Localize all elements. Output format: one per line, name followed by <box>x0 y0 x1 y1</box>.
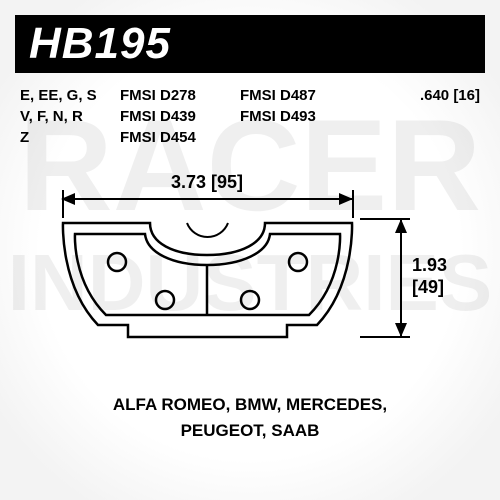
vehicles-line: ALFA ROMEO, BMW, MERCEDES, <box>0 392 500 418</box>
height-dimension-arrow <box>400 220 402 336</box>
fmsi-code: FMSI D487 <box>240 85 360 106</box>
height-inches: 1.93 <box>412 255 447 275</box>
arrow-left-icon <box>61 193 75 205</box>
height-dimension-label: 1.93 [49] <box>412 255 492 298</box>
brake-pad-diagram <box>55 215 360 345</box>
part-header: HB195 <box>15 15 485 73</box>
codes-line: V, F, N, R <box>20 106 120 127</box>
fmsi-code: FMSI D278 <box>120 85 240 106</box>
arrow-up-icon <box>395 219 407 233</box>
width-dimension-arrow <box>62 198 352 200</box>
fmsi-code: FMSI D439 <box>120 106 240 127</box>
codes-line: Z <box>20 127 120 148</box>
compound-codes: E, EE, G, S V, F, N, R Z <box>20 85 120 148</box>
fmsi-code: FMSI D493 <box>240 106 360 127</box>
fmsi-code: FMSI D454 <box>120 127 240 148</box>
arrow-down-icon <box>395 323 407 337</box>
part-number: HB195 <box>15 19 171 69</box>
thickness-value: .640 [16] <box>360 85 480 106</box>
fmsi-column-2: FMSI D487 FMSI D493 <box>240 85 360 148</box>
arrow-right-icon <box>339 193 353 205</box>
codes-line: E, EE, G, S <box>20 85 120 106</box>
height-mm: [49] <box>412 277 444 297</box>
fmsi-column-1: FMSI D278 FMSI D439 FMSI D454 <box>120 85 240 148</box>
vehicles-line: PEUGEOT, SAAB <box>0 418 500 444</box>
spec-block: E, EE, G, S V, F, N, R Z FMSI D278 FMSI … <box>20 85 480 148</box>
thickness-spec: .640 [16] <box>360 85 480 148</box>
vehicle-applications: ALFA ROMEO, BMW, MERCEDES, PEUGEOT, SAAB <box>0 392 500 443</box>
width-dimension-label: 3.73 [95] <box>62 172 352 193</box>
